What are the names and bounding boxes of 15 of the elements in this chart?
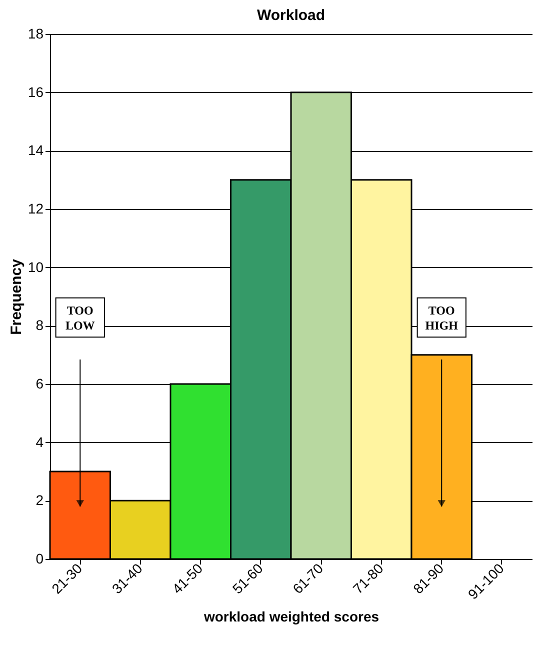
y-tick-label: 0 [36, 550, 44, 566]
y-axis-title: Frequency [8, 258, 25, 335]
y-tick-label: 8 [36, 317, 44, 334]
chart-title: Workload [256, 7, 326, 24]
y-tick-label: 2 [36, 492, 44, 508]
y-tick-label: 14 [28, 142, 44, 158]
x-axis-title: workload weighted scores [202, 608, 380, 624]
y-tick-label: 4 [36, 434, 44, 450]
y-tick-label: 18 [28, 26, 44, 42]
y-tick-label: 16 [28, 84, 44, 100]
y-tick-label: 10 [28, 258, 44, 275]
y-tick-label: 12 [28, 200, 44, 216]
y-tick-label: 6 [36, 376, 44, 392]
annotation: TOO LOW [65, 304, 95, 332]
annotation: TOO HIGH [425, 304, 459, 332]
